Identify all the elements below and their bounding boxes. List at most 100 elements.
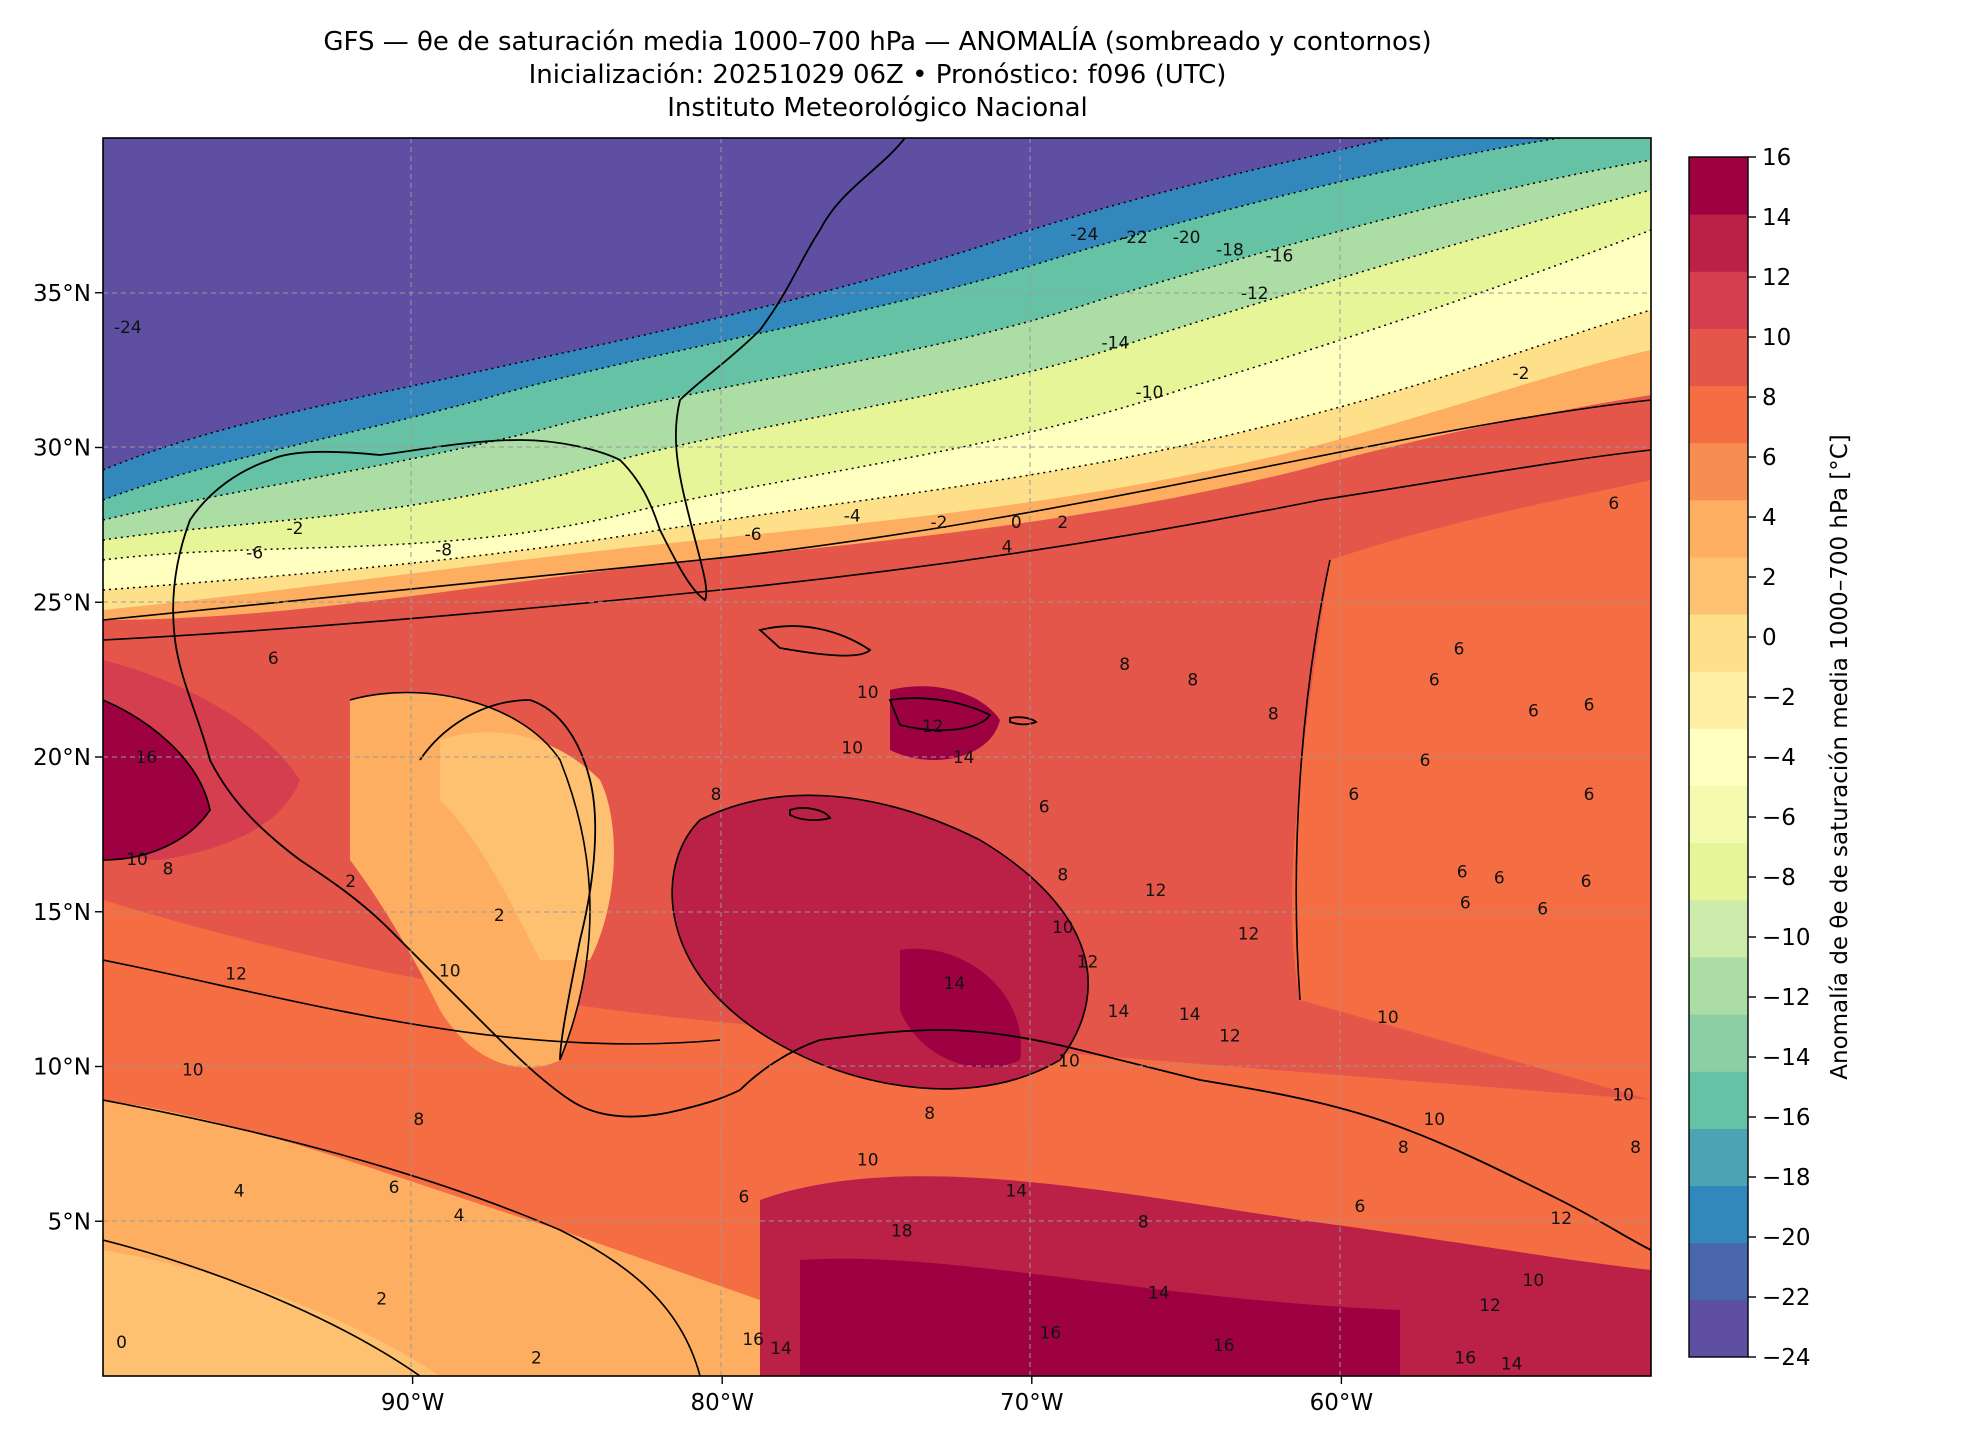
x-tick-label: 70°W [1000,1390,1064,1416]
contour-label: 14 [1005,1181,1027,1201]
colorbar-swatch [1689,899,1748,958]
colorbar-tick-label: −2 [1762,685,1796,711]
colorbar: 16 14 12 10 8 6 4 2 0 −2 −4 −6 −8 −10 −12 −14 −16 −18 −20 −… [1689,145,1811,1371]
contour-label: 2 [1057,513,1068,533]
contour-label: 14 [1108,1002,1130,1022]
contour-label: 6 [1454,640,1465,660]
colorbar-swatch [1689,271,1748,329]
field-band-m24 [103,138,1390,470]
contour-label: -14 [1102,333,1130,353]
colorbar-tick-label: 12 [1762,265,1791,291]
figure-title: GFS — θe de saturación media 1000–700 hP… [0,26,1755,125]
hispaniola-coast [888,697,992,732]
contour-label: 4 [454,1206,465,1226]
contour-label: 10 [857,1150,879,1170]
contour-label: -2 [286,519,303,539]
contour-labels: -24-24 -22 -20-18 -16-12-14-10-2-8-6-4 -2 0 24… [114,225,1641,1375]
colorbar-swatch [1689,1014,1748,1072]
contour-label: 6 [1355,1197,1366,1217]
contour-label: 6 [1348,785,1359,805]
contour-label: 10 [1377,1008,1399,1028]
anomaly-field [103,138,1651,1376]
contour-label: 12 [1479,1296,1501,1316]
contour-label: 2 [376,1290,387,1310]
contour-label: 12 [1550,1209,1572,1229]
contour-label: 16 [1040,1324,1062,1344]
contour-label: -2 [1512,364,1529,384]
colorbar-tick-label: −24 [1762,1345,1811,1371]
contour-label: -12 [1241,284,1269,304]
contour-label: 6 [1537,900,1548,920]
field-sw-cool [103,1250,440,1376]
contour-line [103,229,1651,561]
yucatan-coast [419,699,597,1061]
y-tick-label: 25°N [33,590,91,616]
colorbar-swatch [1689,1299,1748,1358]
contour-line [671,794,1089,1090]
contour-label: 14 [1501,1355,1523,1375]
contour-label: 16 [742,1330,764,1350]
y-tick-label: 30°N [33,436,91,462]
contour-line [349,691,591,1061]
contour-label: 12 [1219,1027,1241,1047]
x-tick-label: 60°W [1310,1390,1374,1416]
colorbar-tick-label: −10 [1762,925,1811,951]
contour-label: -8 [435,541,452,561]
colorbar-swatch [1689,328,1748,387]
contour-label: 8 [413,1110,424,1130]
contour-label: 0 [116,1333,127,1353]
contour-label: 6 [1429,671,1440,691]
colorbar-swatch [1689,385,1748,444]
contour-label: 10 [857,683,879,703]
contour-label: 6 [389,1178,400,1198]
contour-label: -24 [1071,225,1099,245]
colorbar-tick-label: −14 [1762,1045,1811,1071]
contour-label: -2 [930,513,947,533]
coastlines [172,138,1651,1251]
colorbar-tick-label: 10 [1762,325,1791,351]
colorbar-tick-label: −22 [1762,1285,1811,1311]
title-line-2: Inicialización: 20251029 06Z • Pronóstic… [528,60,1227,90]
contour-label: 6 [1039,798,1050,818]
colorbar-swatch [1689,728,1748,787]
contour-label: 8 [711,785,722,805]
colorbar-swatch [1689,785,1748,844]
colorbar-tick-label: −18 [1762,1165,1811,1191]
contour-lines [103,399,1651,1376]
colorbar-tick-label: 14 [1762,205,1791,231]
contour-label: 6 [1420,751,1431,771]
contour-label: 18 [891,1222,913,1242]
field-amazon-core [800,1258,1400,1376]
contour-label: 16 [1454,1348,1476,1368]
contour-label: 4 [1002,538,1013,558]
contour-line [103,699,211,861]
contour-label: -6 [745,525,762,545]
south-america-coast [739,1029,1651,1251]
contour-label: 6 [1581,872,1592,892]
colorbar-swatch [1689,214,1748,272]
colorbar-swatch [1689,957,1748,1015]
contour-label: 6 [1608,494,1619,514]
gridlines [103,138,1651,1376]
contour-label: 14 [944,974,966,994]
colorbar-swatch [1689,671,1748,729]
colorbar-swatch [1689,614,1748,672]
colorbar-swatch [1689,1071,1748,1129]
contour-label: 12 [1077,952,1099,972]
cuba-coast [758,625,872,657]
contour-label: -20 [1173,228,1201,248]
contour-label: 8 [1119,655,1130,675]
jamaica-coast [789,807,832,822]
contour-label: 10 [1612,1085,1634,1105]
colorbar-swatch [1689,1242,1748,1301]
axis-ticks: 90°W 80°W 70°W 60°W35°N30°N25°N20°N15°N10°N… [33,281,1373,1416]
contour-line [103,1239,421,1376]
contour-label: 8 [1057,866,1068,886]
contour-label: -24 [114,318,142,338]
contour-label: 12 [1238,924,1260,944]
contour-label: 6 [1457,863,1468,883]
contour-line [103,159,1651,521]
contour-label: 10 [841,739,863,759]
contour-label: 16 [136,748,158,768]
